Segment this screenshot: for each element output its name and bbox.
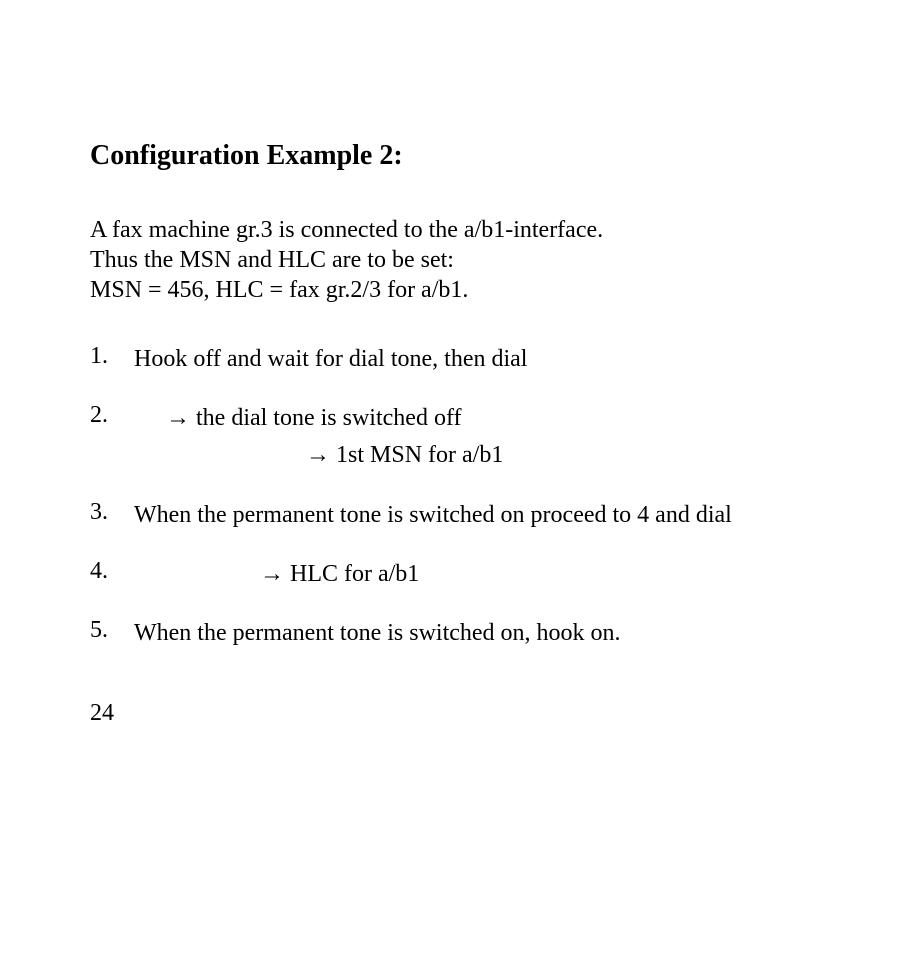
step-text: When the permanent tone is switched on p…	[134, 497, 826, 534]
step-number: 1.	[90, 341, 134, 371]
step-2: 2. → the dial tone is switched off → 1st…	[90, 400, 826, 474]
step-text: When the permanent tone is switched on, …	[134, 615, 826, 652]
intro-paragraph: A fax machine gr.3 is connected to the a…	[90, 215, 826, 305]
step-text: → the dial tone is switched off → 1st MS…	[134, 400, 826, 474]
page-number: 24	[90, 698, 826, 728]
step-2-line-1: → the dial tone is switched off	[134, 400, 826, 437]
step-3: 3. When the permanent tone is switched o…	[90, 497, 826, 534]
step-text: Hook off and wait for dial tone, then di…	[134, 341, 826, 378]
ordered-steps: 1. Hook off and wait for dial tone, then…	[90, 341, 826, 652]
intro-line-3: MSN = 456, HLC = fax gr.2/3 for a/b1.	[90, 275, 826, 305]
step-text: → HLC for a/b1	[134, 556, 826, 593]
step-number: 2.	[90, 400, 134, 430]
step-4-line: → HLC for a/b1	[134, 556, 826, 593]
document-page: Configuration Example 2: A fax machine g…	[0, 0, 916, 728]
step-2-line-2: → 1st MSN for a/b1	[134, 437, 826, 474]
step-1: 1. Hook off and wait for dial tone, then…	[90, 341, 826, 378]
step-4: 4. → HLC for a/b1	[90, 556, 826, 593]
intro-line-2: Thus the MSN and HLC are to be set:	[90, 245, 826, 275]
step-5: 5. When the permanent tone is switched o…	[90, 615, 826, 652]
step-number: 4.	[90, 556, 134, 586]
step-number: 5.	[90, 615, 134, 645]
intro-line-1: A fax machine gr.3 is connected to the a…	[90, 215, 826, 245]
step-number: 3.	[90, 497, 134, 527]
section-heading: Configuration Example 2:	[90, 138, 826, 173]
